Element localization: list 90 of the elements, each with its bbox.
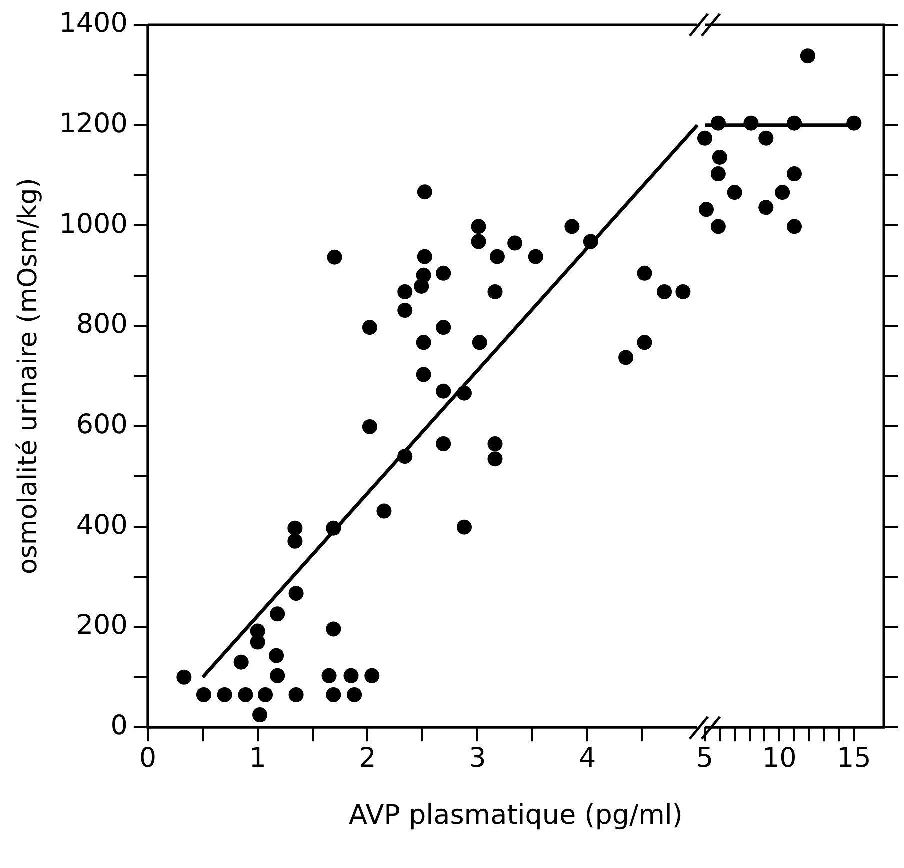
point (471, 234, 486, 250)
point (322, 668, 337, 684)
point (252, 708, 268, 723)
point (417, 249, 432, 264)
point (676, 284, 691, 300)
point (436, 266, 452, 281)
point (727, 185, 742, 200)
x-tick-label: 2 (359, 742, 376, 774)
point (787, 116, 802, 131)
point (488, 452, 503, 467)
x-axis-title: AVP plasmatique (pg/ml) (348, 800, 683, 831)
point (472, 335, 488, 350)
point (217, 687, 232, 702)
point (344, 668, 359, 684)
point (398, 284, 413, 300)
y-tick-label: 1000 (59, 208, 128, 240)
point (436, 320, 452, 336)
point (270, 668, 286, 684)
point (710, 166, 726, 182)
x-tick-label: 0 (139, 742, 157, 774)
point (376, 504, 392, 519)
point (362, 320, 378, 336)
point (698, 130, 712, 146)
point (288, 520, 303, 536)
point (416, 335, 432, 350)
point (364, 668, 380, 684)
point (710, 219, 726, 234)
point (698, 202, 714, 218)
point (710, 116, 726, 131)
point (326, 520, 342, 536)
point (326, 622, 342, 637)
point (270, 606, 286, 622)
x-tick-label: 1 (249, 742, 266, 774)
x-tick-label: 5 (696, 742, 714, 774)
point (176, 670, 192, 685)
point (488, 284, 503, 300)
x-tick-label: 10 (762, 742, 797, 774)
point (471, 219, 486, 234)
y-tick-label: 400 (76, 510, 128, 541)
point (618, 350, 634, 366)
point (414, 278, 430, 294)
point (800, 48, 816, 64)
point (416, 367, 432, 382)
y-tick-label: 800 (76, 309, 128, 340)
point (758, 200, 774, 216)
point (758, 130, 774, 146)
point (456, 520, 472, 535)
point (234, 654, 249, 670)
point (250, 624, 266, 639)
point (258, 687, 274, 702)
point (288, 586, 304, 602)
y-tick-label: 200 (76, 610, 128, 642)
point (417, 184, 432, 200)
point (326, 687, 342, 702)
point (744, 116, 759, 131)
point (362, 419, 378, 434)
point (436, 384, 452, 399)
x-tick-label: 4 (578, 742, 596, 774)
point (288, 534, 303, 549)
point (528, 249, 544, 264)
point (657, 284, 672, 300)
y-tick-label: 600 (76, 410, 128, 440)
y-tick-label: 1200 (59, 108, 128, 140)
y-tick-label: 0 (110, 710, 128, 742)
point (288, 687, 304, 702)
point (846, 116, 862, 131)
point (398, 449, 413, 464)
point (238, 687, 254, 702)
x-tick-label: 3 (469, 742, 486, 774)
y-tick-label: 1400 (59, 8, 128, 40)
y-axis-title: osmolalité urinaire (mOsm/kg) (13, 178, 44, 575)
point (436, 436, 452, 452)
point (456, 386, 472, 401)
point (196, 687, 212, 702)
point (775, 185, 790, 200)
x-tick-label: 15 (836, 742, 872, 774)
point (269, 648, 284, 664)
point (712, 150, 728, 165)
point (637, 335, 652, 350)
point (398, 303, 413, 318)
point (488, 436, 503, 452)
point (490, 249, 505, 264)
point (787, 219, 802, 234)
point (787, 166, 802, 182)
point (583, 234, 598, 250)
point (327, 250, 342, 265)
point (508, 236, 523, 251)
point (347, 687, 362, 702)
point (637, 266, 652, 281)
point (564, 219, 580, 234)
